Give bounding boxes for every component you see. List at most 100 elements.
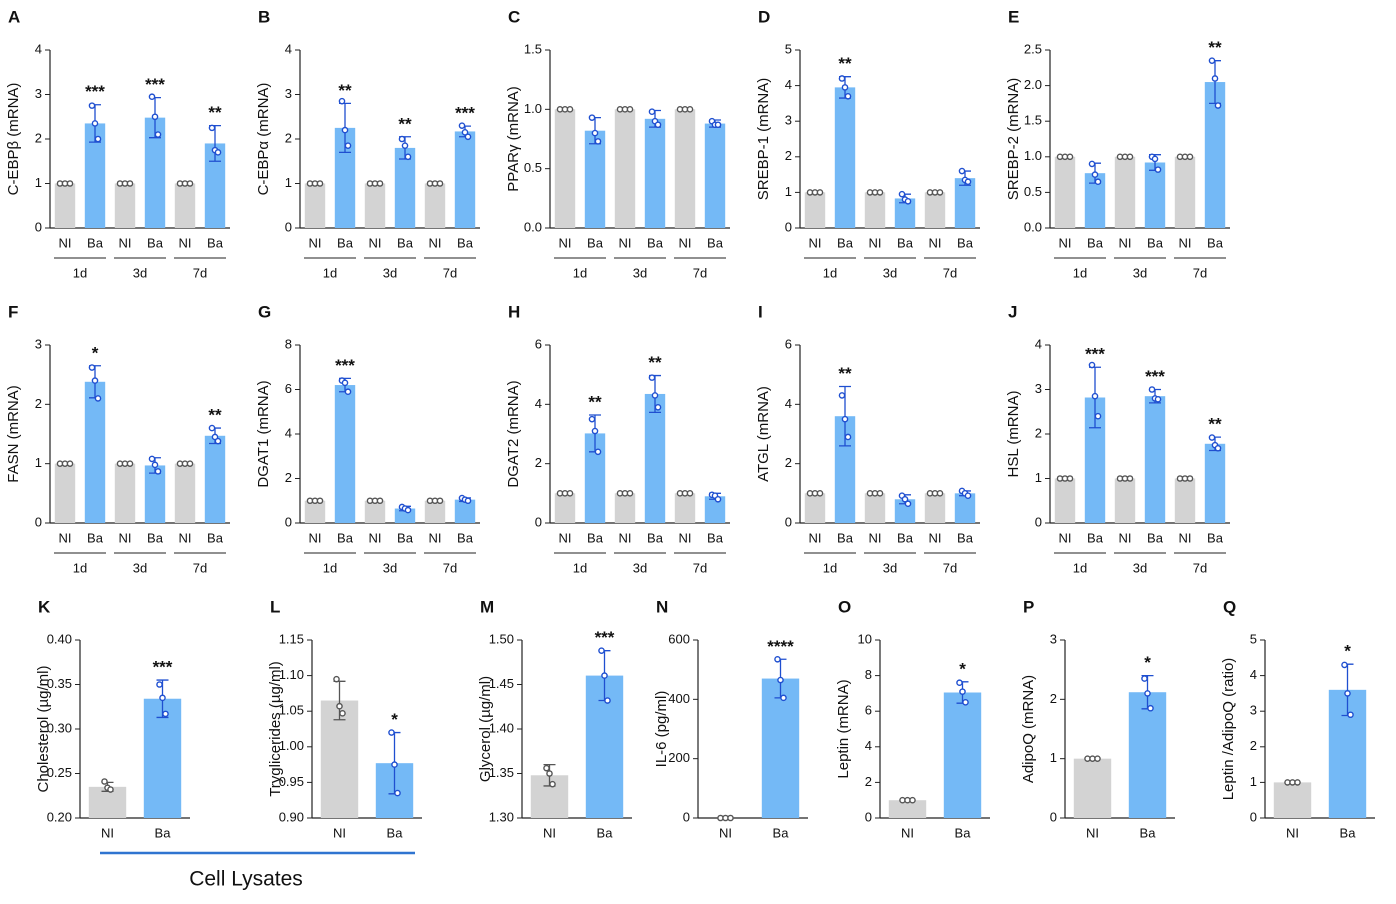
- y-tick-label: 1.35: [489, 765, 514, 780]
- x-tick-label: Ba: [1147, 235, 1164, 250]
- group-label: 1d: [73, 265, 87, 280]
- data-point: [66, 460, 74, 467]
- data-point: [101, 778, 108, 785]
- panel-letter: B: [258, 7, 270, 26]
- x-tick-label: Ba: [147, 530, 164, 545]
- data-point: [1091, 392, 1099, 400]
- significance: **: [398, 114, 412, 133]
- y-tick-label: 4: [285, 41, 292, 56]
- data-point: [594, 448, 602, 456]
- data-point: [876, 189, 884, 196]
- x-tick-label: Ba: [587, 530, 604, 545]
- bar: [1054, 156, 1076, 228]
- panel-letter: D: [758, 7, 770, 26]
- y-axis-label: PPARγ (mRNA): [505, 86, 522, 192]
- data-point: [1211, 75, 1219, 82]
- significance: **: [208, 103, 222, 122]
- bar: [54, 183, 76, 228]
- panel-letter: F: [8, 302, 18, 321]
- data-point: [714, 495, 722, 503]
- x-tick-label: NI: [369, 530, 382, 545]
- data-point: [154, 468, 162, 475]
- data-point: [648, 374, 656, 381]
- bar: [144, 465, 166, 523]
- data-point: [654, 403, 662, 411]
- x-tick-label: Ba: [837, 530, 854, 545]
- data-point: [91, 377, 99, 384]
- y-tick-label: 0: [683, 809, 690, 824]
- panel-letter: I: [758, 302, 763, 321]
- data-point: [841, 415, 849, 423]
- group-label: 1d: [323, 560, 337, 575]
- x-tick-label: Ba: [957, 235, 974, 250]
- bar: [364, 500, 386, 523]
- x-tick-label: Ba: [773, 825, 790, 840]
- x-tick-label: Ba: [155, 825, 172, 840]
- data-point: [1094, 412, 1102, 420]
- significance: **: [338, 81, 352, 100]
- bar: [1144, 162, 1166, 228]
- data-point: [156, 681, 163, 688]
- y-tick-label: 4: [535, 396, 542, 411]
- data-point: [148, 93, 156, 101]
- group-label: 3d: [1133, 560, 1147, 575]
- y-tick-label: 0.20: [47, 809, 72, 824]
- y-tick-label: 1.30: [489, 809, 514, 824]
- data-point: [1347, 711, 1354, 719]
- group-label: 1d: [573, 560, 587, 575]
- y-tick-label: 0.40: [47, 631, 72, 646]
- data-point: [1154, 166, 1162, 173]
- data-point: [591, 427, 599, 435]
- y-tick-label: 600: [668, 631, 690, 646]
- x-tick-label: NI: [179, 530, 192, 545]
- bar: [924, 192, 946, 228]
- x-tick-label: NI: [1059, 530, 1072, 545]
- y-tick-label: 1.40: [489, 720, 514, 735]
- data-point: [566, 106, 574, 113]
- data-point: [341, 126, 349, 134]
- y-tick-label: 3: [35, 336, 42, 351]
- bar: [1144, 396, 1166, 523]
- data-point: [388, 729, 395, 736]
- y-tick-label: 4: [785, 77, 792, 92]
- x-tick-label: Ba: [897, 530, 914, 545]
- data-point: [1126, 153, 1134, 161]
- bar: [394, 147, 416, 228]
- y-tick-label: 0: [35, 219, 42, 234]
- bar: [888, 800, 927, 818]
- y-tick-label: 6: [285, 381, 292, 396]
- significance: **: [588, 392, 602, 411]
- bar: [1273, 782, 1312, 818]
- bar: [1204, 443, 1226, 523]
- data-point: [841, 84, 849, 91]
- x-tick-label: NI: [59, 530, 72, 545]
- data-point: [598, 647, 605, 654]
- data-point: [1186, 475, 1194, 482]
- data-point: [780, 694, 787, 702]
- y-tick-label: 0: [785, 514, 792, 529]
- data-point: [339, 710, 346, 717]
- group-label: 3d: [383, 265, 397, 280]
- data-point: [1344, 690, 1351, 697]
- significance: ***: [1085, 345, 1105, 364]
- bar: [644, 393, 666, 523]
- x-tick-label: Ba: [147, 235, 164, 250]
- bar: [88, 786, 127, 818]
- data-point: [936, 490, 944, 497]
- significance: *: [959, 659, 966, 678]
- bar: [674, 109, 696, 228]
- data-point: [91, 120, 99, 127]
- data-point: [844, 433, 852, 441]
- x-tick-label: Ba: [897, 235, 914, 250]
- y-tick-label: 5: [785, 41, 792, 56]
- data-point: [436, 180, 444, 187]
- significance: ***: [595, 628, 615, 647]
- data-point: [338, 97, 346, 105]
- x-tick-label: Ba: [387, 825, 404, 840]
- data-point: [66, 180, 74, 187]
- x-tick-label: Ba: [587, 235, 604, 250]
- y-tick-label: 0.0: [1024, 219, 1042, 234]
- x-tick-label: NI: [679, 530, 692, 545]
- x-tick-label: NI: [559, 530, 572, 545]
- data-point: [816, 490, 824, 497]
